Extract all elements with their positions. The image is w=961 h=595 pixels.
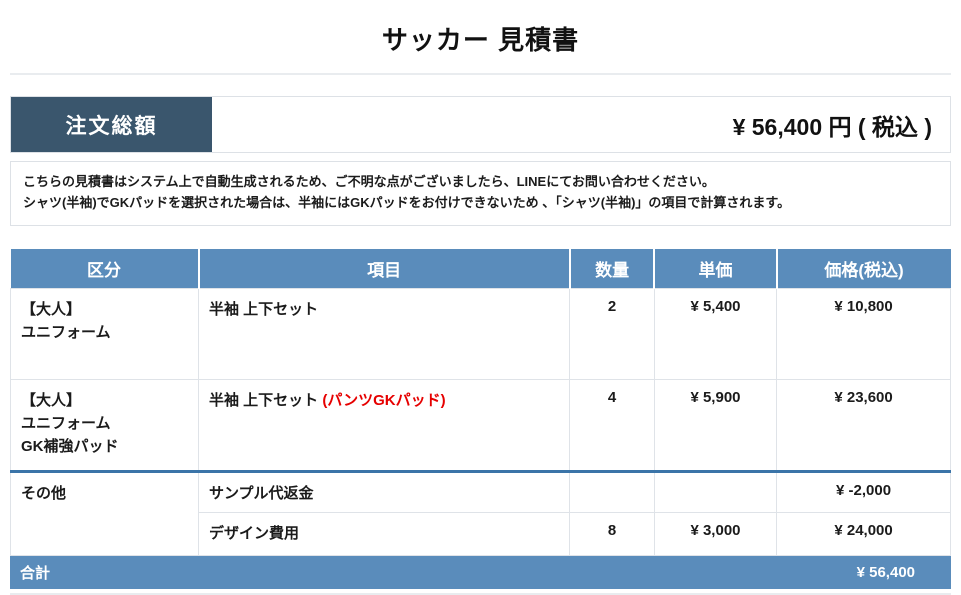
quantity-cell — [569, 470, 655, 513]
category-cell: 【大人】 ユニフォーム GK補強パッド — [10, 378, 199, 473]
order-total-row: 注文総額 ¥ 56,400 円 ( 税込 ) — [10, 96, 951, 153]
header-item: 項目 — [198, 248, 571, 289]
grand-total-bar: 合計 ¥ 56,400 — [10, 555, 951, 589]
item-cell: サンプル代返金 — [197, 470, 571, 513]
item-label: サンプル代返金 — [209, 484, 314, 502]
header-category: 区分 — [10, 248, 200, 289]
grand-total-label: 合計 — [20, 564, 51, 582]
item-label: デザイン費用 — [209, 524, 300, 542]
page-title: サッカー 見積書 — [381, 25, 580, 55]
unit-price-cell: ¥ 3,000 — [653, 511, 778, 556]
notice-line-1: こちらの見積書はシステム上で自動生成されるため、ご不明な点がございましたら、LI… — [23, 174, 715, 189]
header-unit-price: 単価 — [654, 248, 778, 289]
order-total-amount: ¥ 56,400 円 ( 税込 ) — [732, 113, 932, 140]
category-cell: その他 — [10, 470, 199, 556]
header-quantity: 数量 — [569, 248, 656, 289]
quantity-cell: 8 — [569, 511, 655, 556]
table-row: 【大人】 ユニフォーム 半袖 上下セット 2 ¥ 5,400 ¥ 10,800 — [10, 287, 951, 380]
unit-price-cell: ¥ 5,400 — [653, 287, 778, 380]
item-label: 半袖 上下セット — [209, 300, 319, 318]
price-cell: ¥ 10,800 — [776, 287, 951, 380]
unit-price-cell: ¥ 5,900 — [653, 378, 778, 473]
price-cell: ¥ -2,000 — [776, 470, 951, 513]
order-total-label: 注文総額 — [11, 97, 212, 152]
bottom-divider — [10, 592, 951, 595]
item-cell: 半袖 上下セット (パンツGKパッド) — [197, 378, 571, 473]
header-price-tax-incl: 価格(税込) — [776, 248, 951, 289]
item-cell: デザイン費用 — [197, 511, 571, 556]
item-label: 半袖 上下セット — [209, 391, 323, 409]
table-row: その他 サンプル代返金 ¥ -2,000 — [10, 470, 951, 556]
quantity-cell: 4 — [569, 378, 655, 473]
category-cell: 【大人】 ユニフォーム — [10, 287, 199, 380]
item-cell: 半袖 上下セット — [197, 287, 571, 380]
item-note: (パンツGKパッド) — [322, 391, 446, 409]
grand-total-value: ¥ 56,400 — [856, 563, 915, 581]
unit-price-cell — [653, 470, 778, 513]
quantity-cell: 2 — [569, 287, 655, 380]
price-cell: ¥ 23,600 — [776, 378, 951, 473]
price-cell: ¥ 24,000 — [776, 511, 951, 556]
title-divider — [10, 73, 951, 75]
table-row: デザイン費用 8 ¥ 3,000 ¥ 24,000 — [11, 511, 951, 556]
table-header-row: 区分 項目 数量 単価 価格(税込) — [10, 248, 951, 289]
notice-line-2: シャツ(半袖)でGKパッドを選択された場合は、半袖にはGKパッドをお付けできない… — [23, 194, 791, 210]
notice-box: こちらの見積書はシステム上で自動生成されるため、ご不明な点がございましたら、LI… — [10, 161, 951, 226]
table-row: 【大人】 ユニフォーム GK補強パッド 半袖 上下セット (パンツGKパッド) … — [10, 378, 951, 473]
quote-table: 区分 項目 数量 単価 価格(税込) 【大人】 ユニフォーム 半袖 上下セット … — [10, 248, 951, 556]
